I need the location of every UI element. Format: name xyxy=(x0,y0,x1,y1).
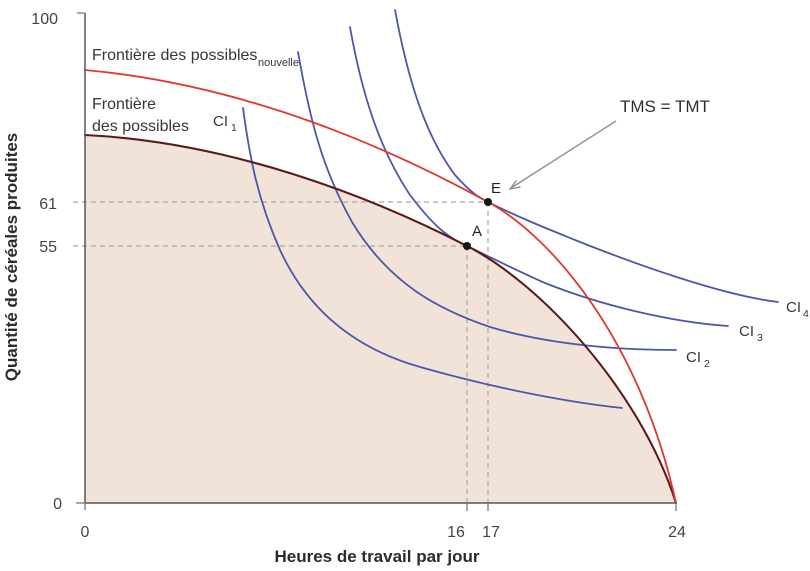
y-tick-label-100: 100 xyxy=(31,11,58,28)
tms-annotation: TMS = TMT xyxy=(620,97,710,116)
axis-ticks xyxy=(76,12,677,511)
ci2-label-sub: 2 xyxy=(704,358,710,370)
y-tick-label-0: 0 xyxy=(53,496,62,513)
x-axis-title: Heures de travail par jour xyxy=(274,547,479,566)
feasible-set-area xyxy=(85,135,676,503)
point-e-label: E xyxy=(491,180,501,197)
x-tick-label-16: 16 xyxy=(447,524,465,541)
frontier-old-label-line2: des possibles xyxy=(92,118,189,135)
x-tick-label-24: 24 xyxy=(668,524,686,541)
ci4-label-sub: 4 xyxy=(803,308,809,320)
axes xyxy=(84,13,676,504)
y-tick-label-61: 61 xyxy=(39,196,57,213)
dashed-guides xyxy=(73,201,489,503)
tms-arrow xyxy=(508,120,617,191)
point-a-label: A xyxy=(472,223,482,240)
ci1-curve xyxy=(242,107,623,409)
ci2-label: CI xyxy=(686,349,701,366)
frontier-new-sublabel: nouvelle xyxy=(258,57,299,69)
ci1-label-sub: 1 xyxy=(231,122,237,134)
y-tick-label-55: 55 xyxy=(39,239,57,256)
x-tick-label-17: 17 xyxy=(482,524,500,541)
ci3-label: CI xyxy=(739,323,754,340)
frontier-new-label: Frontière des possibles xyxy=(92,47,257,64)
ci1-label: CI xyxy=(213,113,228,130)
frontier-old-label-line1: Frontière xyxy=(92,96,156,113)
tms-arrow-line xyxy=(510,120,617,189)
point-a-marker xyxy=(463,242,471,250)
ci3-label-sub: 3 xyxy=(757,332,763,344)
point-e-marker xyxy=(484,198,492,206)
ci4-label: CI xyxy=(786,299,801,316)
x-tick-label-0: 0 xyxy=(81,524,90,541)
y-axis-title: Quantité de céréales produites xyxy=(2,133,21,381)
arrow-head-icon xyxy=(508,179,521,191)
